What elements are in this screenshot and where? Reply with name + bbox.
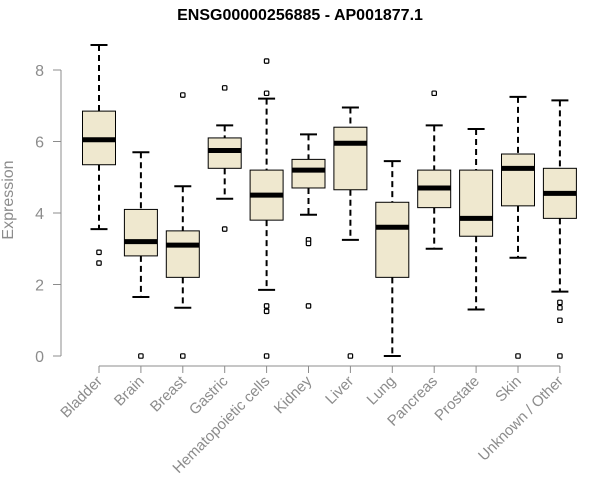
y-tick-label: 4 [35,206,44,223]
outlier-point [557,299,563,306]
outlier-point [515,353,521,359]
box-prostate [459,127,494,311]
outlier-point [180,92,186,98]
iqr-box [333,126,368,191]
outlier-point [557,353,563,359]
y-tick-label: 2 [35,278,44,295]
outlier-point [96,249,102,256]
iqr-box [375,201,410,278]
y-axis: 0 2 4 6 8 [35,63,62,366]
y-tick-label: 8 [35,63,44,80]
outlier-point [180,353,186,359]
box-bladder [82,43,116,266]
y-tick-label: 0 [35,349,44,366]
outlier-point [305,240,312,247]
box-hematopoietic-cells [249,58,284,359]
outlier-point [263,58,270,64]
box-liver [333,106,368,359]
iqr-box [501,153,535,207]
outlier-point [138,353,144,359]
x-tick-label: Kidney [271,372,316,417]
x-tick-label: Skin [492,373,525,406]
x-tick-label: Bladder [57,373,106,422]
outlier-point [221,85,228,91]
box-breast [165,92,200,359]
iqr-box [165,230,200,278]
x-tick-label: Liver [322,373,357,408]
box-skin [501,95,535,359]
y-axis-label: Expression [0,160,17,239]
outlier-point [347,353,354,359]
box-brain [123,151,158,359]
iqr-box [459,169,494,237]
outlier-point [263,303,270,309]
box-lung [375,160,410,357]
iqr-box [207,137,242,169]
box-unknown-other [542,99,577,359]
chart-title: ENSG00000256885 - AP001877.1 [177,7,423,24]
x-tick-label: Breast [147,372,190,415]
y-tick-label: 6 [35,135,44,152]
x-tick-label: Prostate [431,373,483,425]
outlier-point [263,308,270,315]
x-tick-label: Lung [364,373,400,409]
x-tick-label: Brain [111,373,148,410]
outlier-point [263,353,270,359]
boxes [82,43,577,359]
outlier-point [96,260,102,266]
iqr-box [291,158,326,189]
outlier-point [263,90,270,97]
box-gastric [207,85,242,232]
outlier-point [305,303,312,309]
box-kidney [291,133,326,309]
box-pancreas [417,90,452,250]
outlier-point [221,226,228,232]
outlier-point [557,304,563,311]
iqr-box [123,208,158,257]
outlier-point [557,317,563,324]
outlier-point [431,90,438,97]
